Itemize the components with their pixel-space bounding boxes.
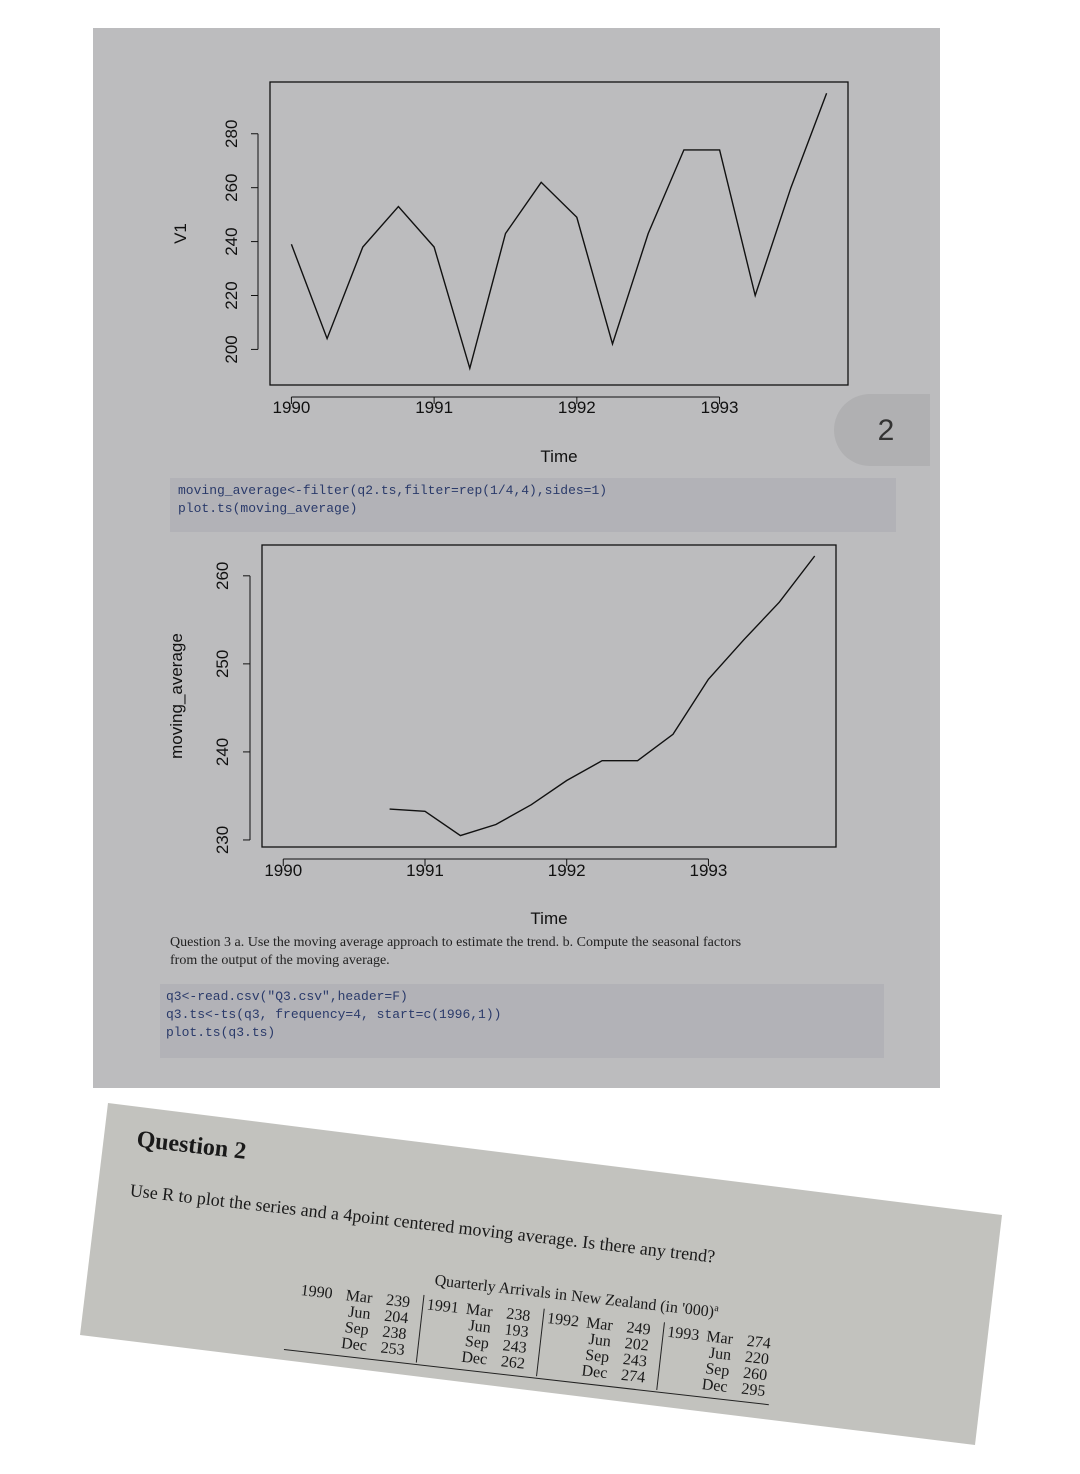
table-month: Jun <box>468 1317 492 1336</box>
table-value: 295 <box>740 1381 766 1401</box>
y-tick-label: 280 <box>222 120 241 148</box>
chart: 230 240 250 260 1990 1991 1992 1993 moving_avera… <box>167 544 837 928</box>
x-axis-label: Time <box>530 909 567 928</box>
table-year: 1990 <box>300 1282 334 1303</box>
table-divider <box>536 1308 545 1377</box>
page-badge <box>834 394 930 466</box>
table-month: Mar <box>585 1315 614 1335</box>
table-rule <box>283 1348 769 1406</box>
x-tick-label: 1991 <box>406 861 444 880</box>
table-divider <box>415 1294 425 1363</box>
y-tick-label: 240 <box>213 738 232 766</box>
table-month: Sep <box>704 1360 730 1380</box>
table-month: Jun <box>347 1304 371 1323</box>
table-value: 220 <box>744 1349 770 1369</box>
table-value: 253 <box>380 1339 406 1359</box>
table-value: 193 <box>504 1321 530 1341</box>
plot-frame <box>261 544 837 848</box>
x-tick-label: 1993 <box>690 861 728 880</box>
line-series <box>290 93 828 371</box>
table-month: Sep <box>464 1333 490 1353</box>
x-tick-label: 1990 <box>264 861 302 880</box>
table-month: Mar <box>345 1287 374 1307</box>
plot-frame <box>269 81 849 386</box>
printed-page <box>93 28 940 1088</box>
table-month: Sep <box>584 1347 610 1367</box>
table-month: Mar <box>705 1328 734 1348</box>
table-month: Dec <box>340 1335 368 1355</box>
question-text: from the output of the moving average. <box>170 953 390 968</box>
table-value: 204 <box>383 1308 409 1328</box>
y-tick-label: 220 <box>222 281 241 309</box>
y-tick-label: 240 <box>222 227 241 255</box>
x-tick-label: 1990 <box>272 398 310 417</box>
table-month: Jun <box>708 1345 732 1364</box>
table-month: Dec <box>581 1362 609 1382</box>
y-tick-label: 200 <box>222 335 241 363</box>
paper-photo <box>80 1103 1002 1445</box>
x-axis-label: Time <box>540 447 577 466</box>
table-year: 1992 <box>546 1310 580 1331</box>
table-month: Dec <box>701 1376 729 1396</box>
line-series <box>389 555 816 837</box>
chart: 200 220 240 260 280 1990 1991 1992 1993 V1 Time <box>171 81 849 466</box>
table-value: 262 <box>500 1353 526 1373</box>
x-tick-label: 1993 <box>701 398 739 417</box>
y-axis-label: moving_average <box>167 633 186 759</box>
code-line: plot.ts(moving_average) <box>178 501 357 516</box>
table-value: 243 <box>502 1337 528 1357</box>
footnote-mark: a <box>714 1303 720 1314</box>
table-year: 1991 <box>426 1296 460 1317</box>
table-value: 260 <box>742 1365 768 1385</box>
table-year: 1993 <box>666 1324 700 1345</box>
table-value: 249 <box>626 1319 652 1339</box>
page-number: 2 <box>878 414 895 447</box>
table-value: 243 <box>622 1351 648 1371</box>
table-divider <box>656 1322 665 1390</box>
table-value: 238 <box>505 1305 531 1325</box>
y-tick-label: 230 <box>213 826 232 854</box>
y-tick-label: 250 <box>213 650 232 678</box>
question-text: Question 3 a. Use the moving average app… <box>170 935 741 950</box>
y-axis-label: V1 <box>171 223 190 244</box>
code-block <box>170 478 896 532</box>
code-line: moving_average<-filter(q2.ts,filter=rep(… <box>178 483 607 498</box>
table-value: 239 <box>385 1292 411 1312</box>
x-tick-label: 1992 <box>558 398 596 417</box>
code-line: plot.ts(q3.ts) <box>166 1025 275 1040</box>
y-tick-label: 260 <box>222 173 241 201</box>
code-block <box>160 984 884 1058</box>
code-line: q3<-read.csv("Q3.csv",header=F) <box>166 989 408 1004</box>
table-value: 274 <box>620 1367 646 1387</box>
table-month: Dec <box>460 1349 488 1369</box>
table-month: Jun <box>588 1331 612 1350</box>
table-value: 202 <box>624 1335 650 1355</box>
table-month: Mar <box>465 1301 494 1321</box>
table-value: 238 <box>382 1324 408 1344</box>
y-tick-label: 260 <box>213 562 232 590</box>
x-tick-label: 1992 <box>548 861 586 880</box>
table-value: 274 <box>746 1333 772 1353</box>
code-line: q3.ts<-ts(q3, frequency=4, start=c(1996,… <box>166 1007 501 1022</box>
table-month: Sep <box>344 1319 370 1339</box>
x-tick-label: 1991 <box>415 398 453 417</box>
